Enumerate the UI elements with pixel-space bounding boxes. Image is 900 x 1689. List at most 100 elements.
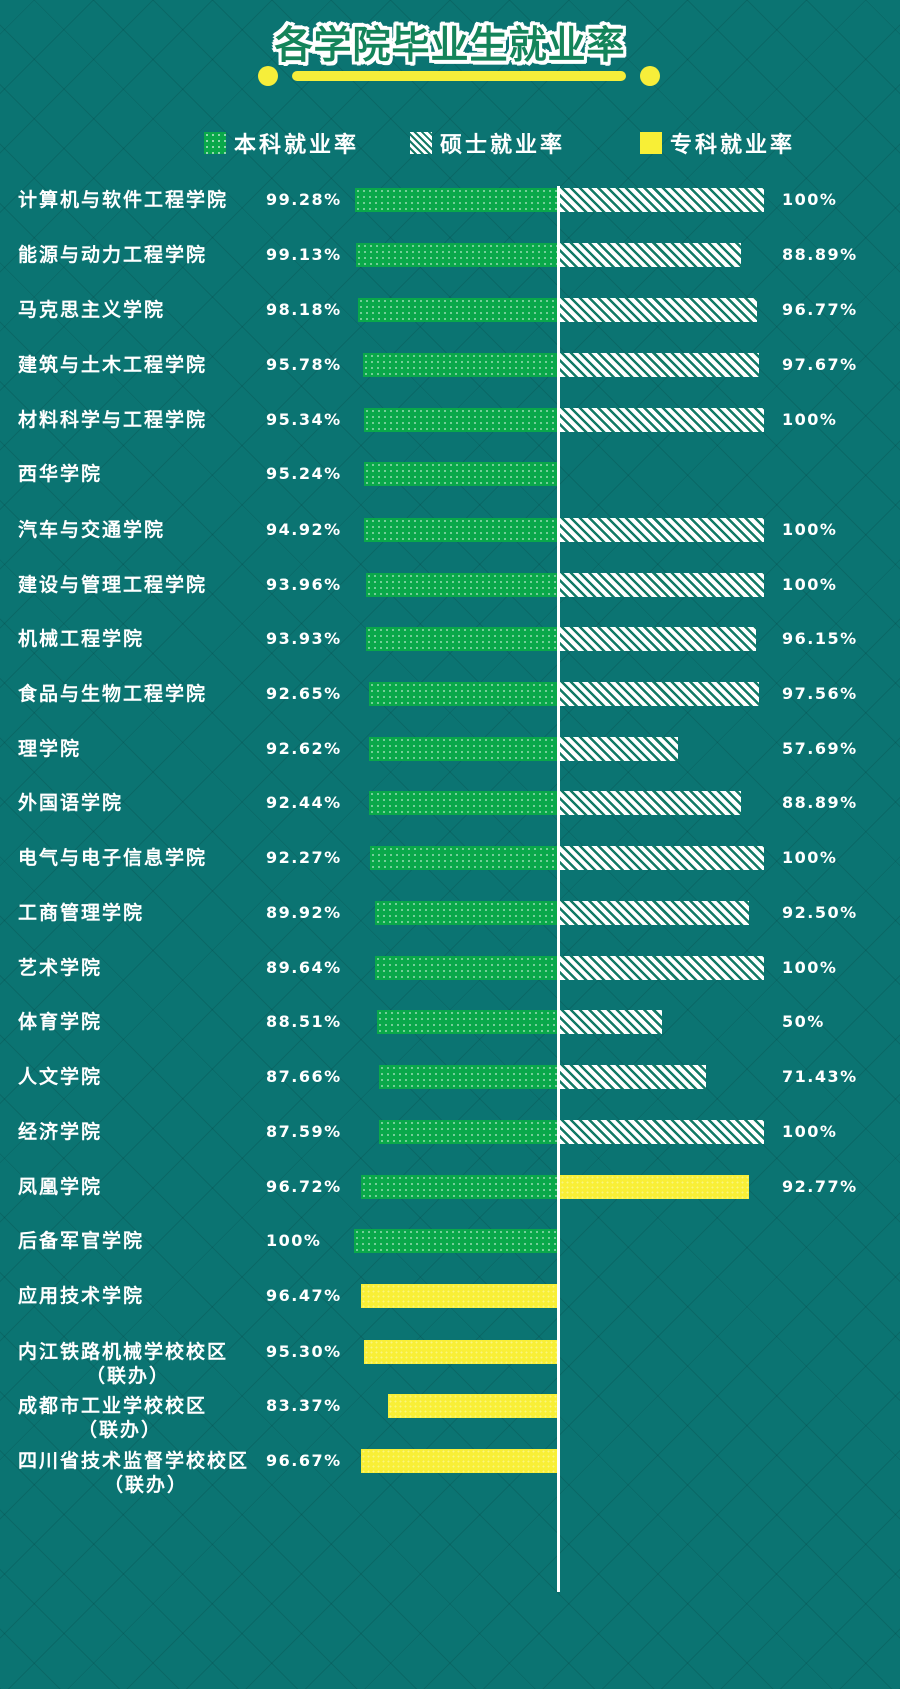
chart-row: 人文学院 87.66% 71.43% — [0, 1065, 900, 1089]
right-bar — [560, 1065, 706, 1089]
college-name: 计算机与软件工程学院 — [18, 189, 229, 211]
right-value-label: 88.89% — [782, 793, 858, 812]
right-bar — [560, 353, 760, 377]
left-bar — [369, 846, 558, 870]
left-value-label: 99.28% — [266, 190, 342, 209]
right-value-label: 57.69% — [782, 739, 858, 758]
chart-row: 艺术学院 89.64% 100% — [0, 956, 900, 980]
page-title: 各学院毕业生就业率 — [274, 23, 626, 67]
left-bar — [387, 1394, 558, 1418]
left-bar — [369, 791, 558, 815]
chart-row: 机械工程学院 93.93% 96.15% — [0, 627, 900, 651]
chart-row: 内江铁路机械学校校区 （联办） 95.30% — [0, 1340, 900, 1387]
right-value-label: 92.50% — [782, 903, 858, 922]
college-name: 机械工程学院 — [18, 628, 145, 650]
chart-row: 建筑与土木工程学院 95.78% 97.67% — [0, 353, 900, 377]
chart-row: 西华学院 95.24% — [0, 462, 900, 486]
left-value-label: 88.51% — [266, 1012, 342, 1031]
legend-item-junior: 专科就业率 — [640, 128, 795, 158]
chart-row: 四川省技术监督学校校区 （联办） 96.67% — [0, 1449, 900, 1496]
college-name: 应用技术学院 — [18, 1285, 145, 1307]
left-value-label: 95.34% — [266, 410, 342, 429]
right-bar — [560, 518, 764, 542]
left-bar — [366, 573, 558, 597]
right-bar — [560, 627, 757, 651]
left-value-label: 96.72% — [266, 1177, 342, 1196]
left-value-label: 92.44% — [266, 793, 342, 812]
right-value-label: 97.67% — [782, 355, 858, 374]
left-bar — [379, 1065, 558, 1089]
right-value-label: 100% — [782, 575, 838, 594]
college-name: 理学院 — [18, 738, 82, 760]
left-value-label: 96.47% — [266, 1286, 342, 1305]
college-name: 建筑与土木工程学院 — [18, 354, 208, 376]
chart-row: 理学院 92.62% 57.69% — [0, 737, 900, 761]
left-bar — [355, 188, 558, 212]
left-value-label: 93.93% — [266, 629, 342, 648]
right-bar — [560, 901, 749, 925]
chart-row: 体育学院 88.51% 50% — [0, 1010, 900, 1034]
college-name-suffix: （联办） — [86, 1365, 171, 1387]
left-value-label: 100% — [266, 1231, 322, 1250]
left-value-label: 92.65% — [266, 684, 342, 703]
left-bar — [363, 462, 558, 486]
right-bar — [560, 682, 760, 706]
left-value-label: 89.64% — [266, 958, 342, 977]
college-name: 西华学院 — [18, 463, 103, 485]
college-name: 成都市工业学校校区 — [18, 1395, 208, 1417]
college-name: 凤凰学院 — [18, 1176, 103, 1198]
college-name: 电气与电子信息学院 — [18, 847, 208, 869]
college-name: 经济学院 — [18, 1121, 103, 1143]
chart-row: 能源与动力工程学院 99.13% 88.89% — [0, 243, 900, 267]
left-value-label: 83.37% — [266, 1396, 342, 1415]
right-value-label: 88.89% — [782, 245, 858, 264]
right-bar — [560, 1010, 662, 1034]
left-bar — [363, 1340, 558, 1364]
chart-row: 应用技术学院 96.47% — [0, 1284, 900, 1308]
right-bar — [560, 846, 764, 870]
right-value-label: 92.77% — [782, 1177, 858, 1196]
legend-item-undergrad: 本科就业率 — [204, 128, 359, 158]
chart-row: 计算机与软件工程学院 99.28% 100% — [0, 188, 900, 212]
left-value-label: 94.92% — [266, 520, 342, 539]
right-value-label: 100% — [782, 848, 838, 867]
right-value-label: 71.43% — [782, 1067, 858, 1086]
college-name: 马克思主义学院 — [18, 299, 166, 321]
right-value-label: 96.77% — [782, 300, 858, 319]
left-value-label: 87.66% — [266, 1067, 342, 1086]
left-bar — [369, 737, 558, 761]
left-bar — [379, 1120, 558, 1144]
title-underline — [292, 71, 626, 81]
college-name: 食品与生物工程学院 — [18, 683, 208, 705]
right-bar — [560, 1120, 764, 1144]
right-value-label: 100% — [782, 410, 838, 429]
chart-row: 成都市工业学校校区 （联办） 83.37% — [0, 1394, 900, 1441]
legend-label-undergrad: 本科就业率 — [234, 133, 360, 158]
chart-row: 材料科学与工程学院 95.34% 100% — [0, 408, 900, 432]
left-bar — [355, 243, 558, 267]
legend-item-master: 硕士就业率 — [410, 128, 565, 158]
left-value-label: 95.78% — [266, 355, 342, 374]
chart-row: 凤凰学院 96.72% 92.77% — [0, 1175, 900, 1199]
right-bar — [560, 243, 742, 267]
right-bar — [560, 188, 764, 212]
left-bar — [354, 1229, 558, 1253]
center-axis-line — [557, 186, 560, 1592]
college-name-suffix: （联办） — [78, 1419, 163, 1441]
left-bar — [374, 901, 558, 925]
legend-label-master: 硕士就业率 — [440, 133, 566, 158]
title-decoration-dot-right — [640, 66, 660, 86]
left-value-label: 99.13% — [266, 245, 342, 264]
left-value-label: 95.24% — [266, 464, 342, 483]
left-value-label: 92.62% — [266, 739, 342, 758]
right-bar — [560, 956, 764, 980]
legend-label-junior: 专科就业率 — [670, 133, 796, 158]
college-name: 工商管理学院 — [18, 902, 145, 924]
left-value-label: 96.67% — [266, 1451, 342, 1470]
left-value-label: 87.59% — [266, 1122, 342, 1141]
left-bar — [357, 298, 558, 322]
left-value-label: 95.30% — [266, 1342, 342, 1361]
college-name: 艺术学院 — [18, 957, 103, 979]
left-bar — [364, 518, 558, 542]
left-bar — [362, 353, 558, 377]
